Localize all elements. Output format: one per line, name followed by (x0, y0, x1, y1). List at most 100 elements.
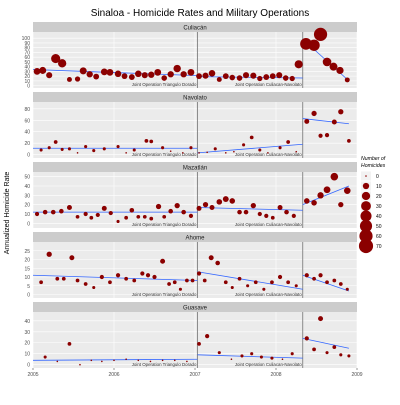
operation-annotation: Joint Operation Triangulo Dorado (132, 152, 197, 157)
operation-annotation: Joint Operation Triangulo Dorado (132, 362, 197, 367)
data-point (312, 276, 316, 281)
data-point (75, 214, 80, 219)
y-tick-label: 50 (24, 60, 30, 66)
data-point (59, 208, 64, 214)
facet-panel: Ahome 0 5 10 15 20 25 Joint Operation Triangulo… (24, 232, 358, 299)
data-point (325, 351, 329, 355)
data-point (137, 359, 140, 362)
data-point (51, 54, 61, 64)
data-point (149, 139, 154, 144)
y-tick-label: 0 (27, 293, 30, 299)
data-point (202, 278, 207, 283)
data-point (185, 278, 189, 283)
data-point (213, 147, 217, 151)
data-point (295, 150, 298, 153)
data-point (278, 146, 282, 150)
data-point (240, 354, 244, 358)
x-tick-label: 2009 (351, 372, 362, 378)
data-point (128, 74, 135, 81)
data-point (66, 76, 72, 82)
data-point (322, 57, 332, 67)
legend-symbol (359, 219, 373, 233)
data-point (33, 67, 41, 75)
data-point (125, 358, 127, 361)
data-point (101, 205, 107, 211)
y-tick-label: 40 (24, 130, 30, 136)
data-point (345, 287, 349, 291)
facet-strip (33, 232, 357, 242)
data-point (223, 280, 228, 285)
data-point (318, 133, 323, 138)
data-point (190, 278, 195, 283)
data-point (161, 146, 165, 150)
data-point (208, 255, 214, 261)
data-point (187, 68, 195, 76)
data-point (304, 118, 310, 124)
legend-label: 50 (376, 224, 382, 230)
data-point (169, 150, 172, 152)
data-point (129, 207, 135, 213)
data-point (208, 70, 216, 77)
data-point (344, 77, 350, 83)
data-point (90, 359, 93, 362)
data-point (92, 285, 96, 290)
data-point (281, 358, 284, 361)
data-point (303, 198, 310, 204)
y-tick-label: 5 (27, 284, 30, 290)
trend-line (32, 358, 198, 361)
legend-symbol (358, 238, 374, 254)
data-point (56, 360, 59, 363)
data-point (124, 276, 129, 281)
y-tick-label: 60 (24, 55, 30, 61)
data-point (267, 152, 269, 154)
data-point (230, 358, 233, 361)
data-point (178, 287, 182, 291)
data-point (182, 152, 184, 154)
data-point (291, 213, 296, 218)
data-point (155, 203, 162, 210)
operation-annotation: Joint Operation Triangulo Dorado (132, 222, 197, 227)
data-point (338, 282, 343, 286)
data-point (99, 274, 104, 280)
facet-panel: Guasave 0 10 20 30 40 Joint Operation Triangul… (24, 302, 358, 369)
data-point (189, 146, 193, 150)
data-point (246, 284, 250, 288)
data-point (198, 152, 200, 154)
legend-label: 30 (376, 204, 382, 210)
data-point (250, 352, 254, 356)
data-point (339, 353, 343, 357)
data-point (216, 199, 223, 205)
data-point (115, 273, 121, 278)
data-point (121, 73, 128, 80)
data-point (312, 347, 316, 352)
y-tick-label: 20 (24, 203, 30, 209)
data-point (250, 202, 256, 209)
data-point (132, 278, 137, 283)
y-tick-label: 25 (24, 249, 30, 255)
data-point (318, 273, 323, 278)
data-point (294, 284, 298, 288)
data-point (318, 316, 324, 322)
data-point (46, 251, 52, 257)
y-tick-label: 30 (24, 193, 30, 199)
data-point (290, 352, 294, 356)
data-point (141, 72, 148, 79)
facet-strip (33, 92, 357, 102)
data-point (67, 147, 71, 151)
facet-strip-label: Mazatlán (183, 166, 207, 172)
facet-strip (33, 302, 357, 312)
y-tick-label: 10 (24, 79, 30, 85)
data-point (229, 198, 236, 204)
data-point (338, 109, 344, 115)
data-point (258, 148, 262, 152)
data-point (230, 285, 234, 290)
operation-annotation: Joint Operation Culiacan-Navolato (235, 82, 302, 87)
trend-line (32, 274, 198, 281)
data-point (74, 76, 81, 82)
data-point (79, 67, 87, 75)
data-point (34, 211, 40, 217)
data-point (180, 71, 187, 78)
data-point (79, 363, 81, 366)
data-point (102, 147, 106, 151)
